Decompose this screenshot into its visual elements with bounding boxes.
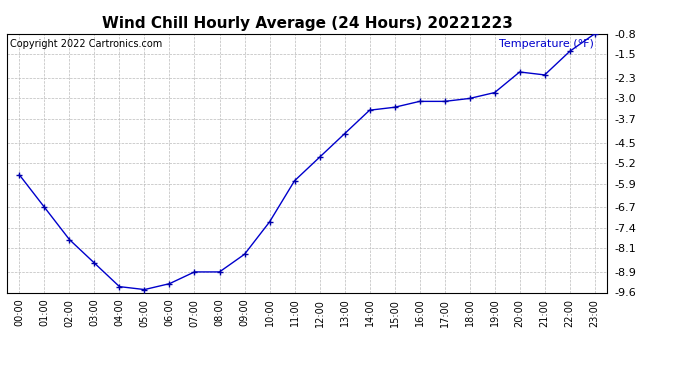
Text: Copyright 2022 Cartronics.com: Copyright 2022 Cartronics.com (10, 39, 162, 49)
Title: Wind Chill Hourly Average (24 Hours) 20221223: Wind Chill Hourly Average (24 Hours) 202… (101, 16, 513, 31)
Text: Temperature (°F): Temperature (°F) (499, 39, 594, 49)
